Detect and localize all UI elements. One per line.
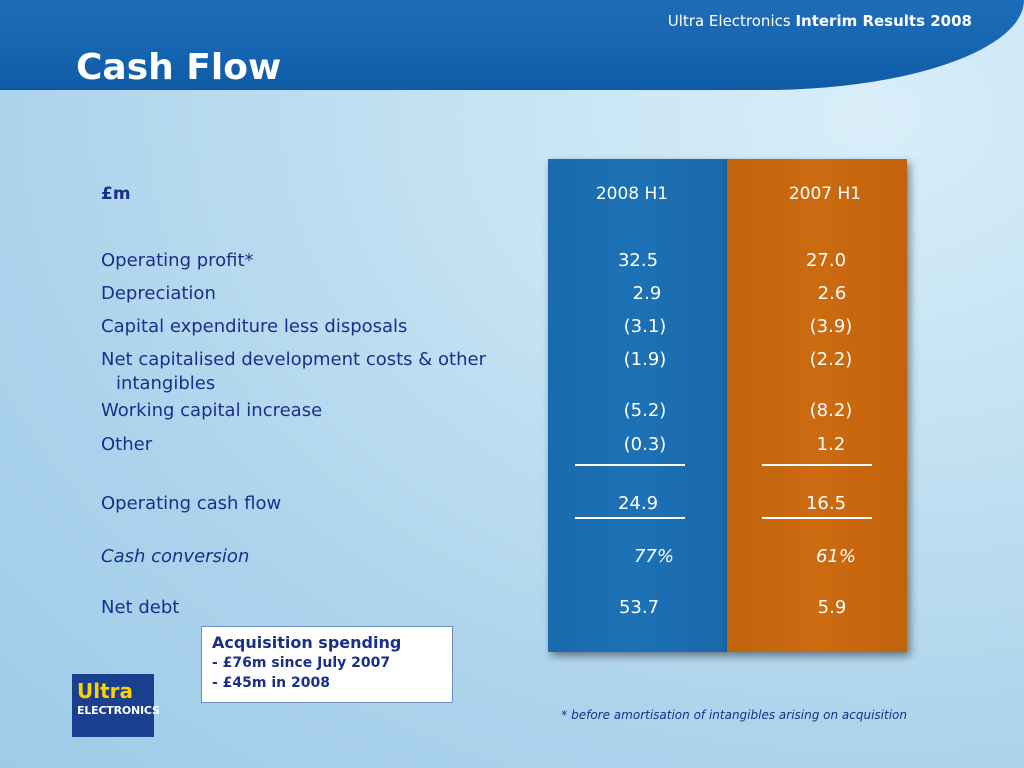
value-2008-capex: (3.1) [623,316,667,337]
acquisition-spending-box: Acquisition spending - £76m since July 2… [201,626,453,703]
unit-label: £m [101,184,131,204]
row-label-cash-conversion: Cash conversion [101,546,250,567]
acquisition-item: - £76m since July 2007 [212,655,391,671]
ultra-electronics-logo: Ultra ELECTRONICS [72,674,160,737]
subtotal-rule-2007 [762,464,872,466]
row-label-capex: Capital expenditure less disposals [101,316,408,337]
row-label-net-debt: Net debt [101,597,180,618]
acquisition-item: - £45m in 2008 [212,675,330,691]
value-2008-dev-costs: (1.9) [623,349,667,370]
header-bar [0,0,1024,90]
column-panel-2007 [727,159,907,652]
row-label-operating-cash-flow: Operating cash flow [101,493,282,514]
subtotal-rule-2008 [575,464,685,466]
value-2007-working-capital: (8.2) [809,400,853,421]
column-header-2007: 2007 H1 [788,184,862,204]
slide-title: Cash Flow [76,47,282,88]
value-2007-operating-cash-flow: 16.5 [805,493,847,514]
value-2007-dev-costs: (2.2) [809,349,853,370]
logo-word-electronics: ELECTRONICS [77,704,160,717]
value-2008-operating-cash-flow: 24.9 [617,493,659,514]
value-2008-cash-conversion: 77% [633,546,674,567]
footnote: * before amortisation of intangibles ari… [561,708,907,722]
value-2008-other: (0.3) [623,434,667,455]
value-2008-depreciation: 2.9 [632,283,662,304]
row-label-dev-costs-line2: intangibles [116,373,216,394]
header-brand: Ultra Electronics Interim Results 2008 [668,12,972,30]
value-2007-operating-profit: 27.0 [805,250,847,271]
value-2007-depreciation: 2.6 [817,283,847,304]
row-label-dev-costs-line1: Net capitalised development costs & othe… [101,349,486,370]
row-label-working-capital: Working capital increase [101,400,323,421]
value-2007-capex: (3.9) [809,316,853,337]
value-2007-net-debt: 5.9 [817,597,847,618]
row-label-other: Other [101,434,153,455]
value-2008-working-capital: (5.2) [623,400,667,421]
value-2007-cash-conversion: 61% [815,546,856,567]
brand-name: Ultra Electronics [667,12,796,30]
value-2008-operating-profit: 32.5 [617,250,659,271]
row-label-operating-profit: Operating profit* [101,250,254,271]
row-label-depreciation: Depreciation [101,283,216,304]
column-panel-2008 [548,159,727,652]
total-rule-2008 [575,517,685,519]
row-label-dev-costs: Net capitalised development costs & othe… [101,348,486,396]
value-2007-other: 1.2 [816,434,846,455]
total-rule-2007 [762,517,872,519]
acquisition-title: Acquisition spending [212,633,402,652]
value-2008-net-debt: 53.7 [618,597,660,618]
brand-subtitle: Interim Results 2008 [795,12,972,30]
column-header-2008: 2008 H1 [595,184,669,204]
logo-word-ultra: Ultra [77,679,134,703]
